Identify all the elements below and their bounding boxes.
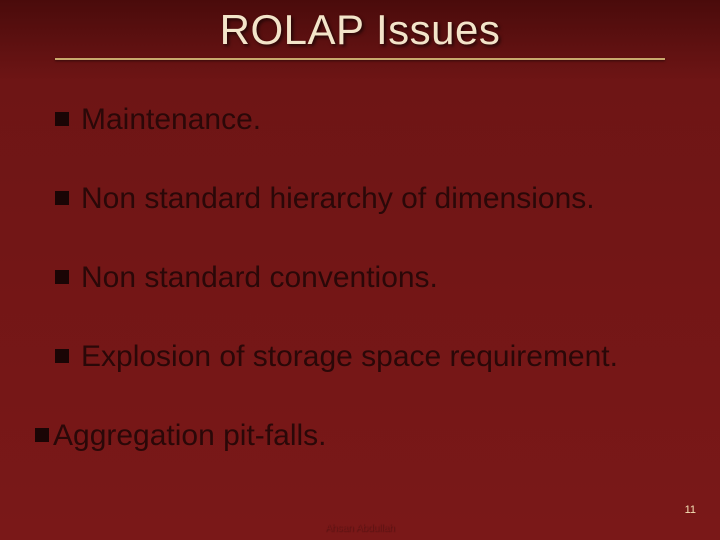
- bullet-text: Maintenance.: [81, 100, 261, 139]
- square-bullet-icon: [55, 349, 69, 363]
- square-bullet-icon: [55, 270, 69, 284]
- bullet-text: Non standard hierarchy of dimensions.: [81, 179, 595, 218]
- slide-content: Maintenance. Non standard hierarchy of d…: [0, 60, 720, 455]
- bullet-item: Explosion of storage space requirement.: [55, 337, 690, 376]
- bullet-text: Non standard conventions.: [81, 258, 438, 297]
- page-number: 11: [685, 504, 696, 516]
- square-bullet-icon: [55, 112, 69, 126]
- slide-title: ROLAP Issues: [0, 0, 720, 58]
- bullet-item: Aggregation pit-falls.: [35, 416, 690, 455]
- footer-author: Ahsan Abdullah: [325, 523, 395, 534]
- bullet-text: Aggregation pit-falls.: [53, 416, 327, 455]
- bullet-item: Non standard conventions.: [55, 258, 690, 297]
- square-bullet-icon: [55, 191, 69, 205]
- bullet-text: Explosion of storage space requirement.: [81, 337, 618, 376]
- bullet-item: Maintenance.: [55, 100, 690, 139]
- slide: ROLAP Issues Maintenance. Non standard h…: [0, 0, 720, 540]
- bullet-item: Non standard hierarchy of dimensions.: [55, 179, 690, 218]
- square-bullet-icon: [35, 428, 49, 442]
